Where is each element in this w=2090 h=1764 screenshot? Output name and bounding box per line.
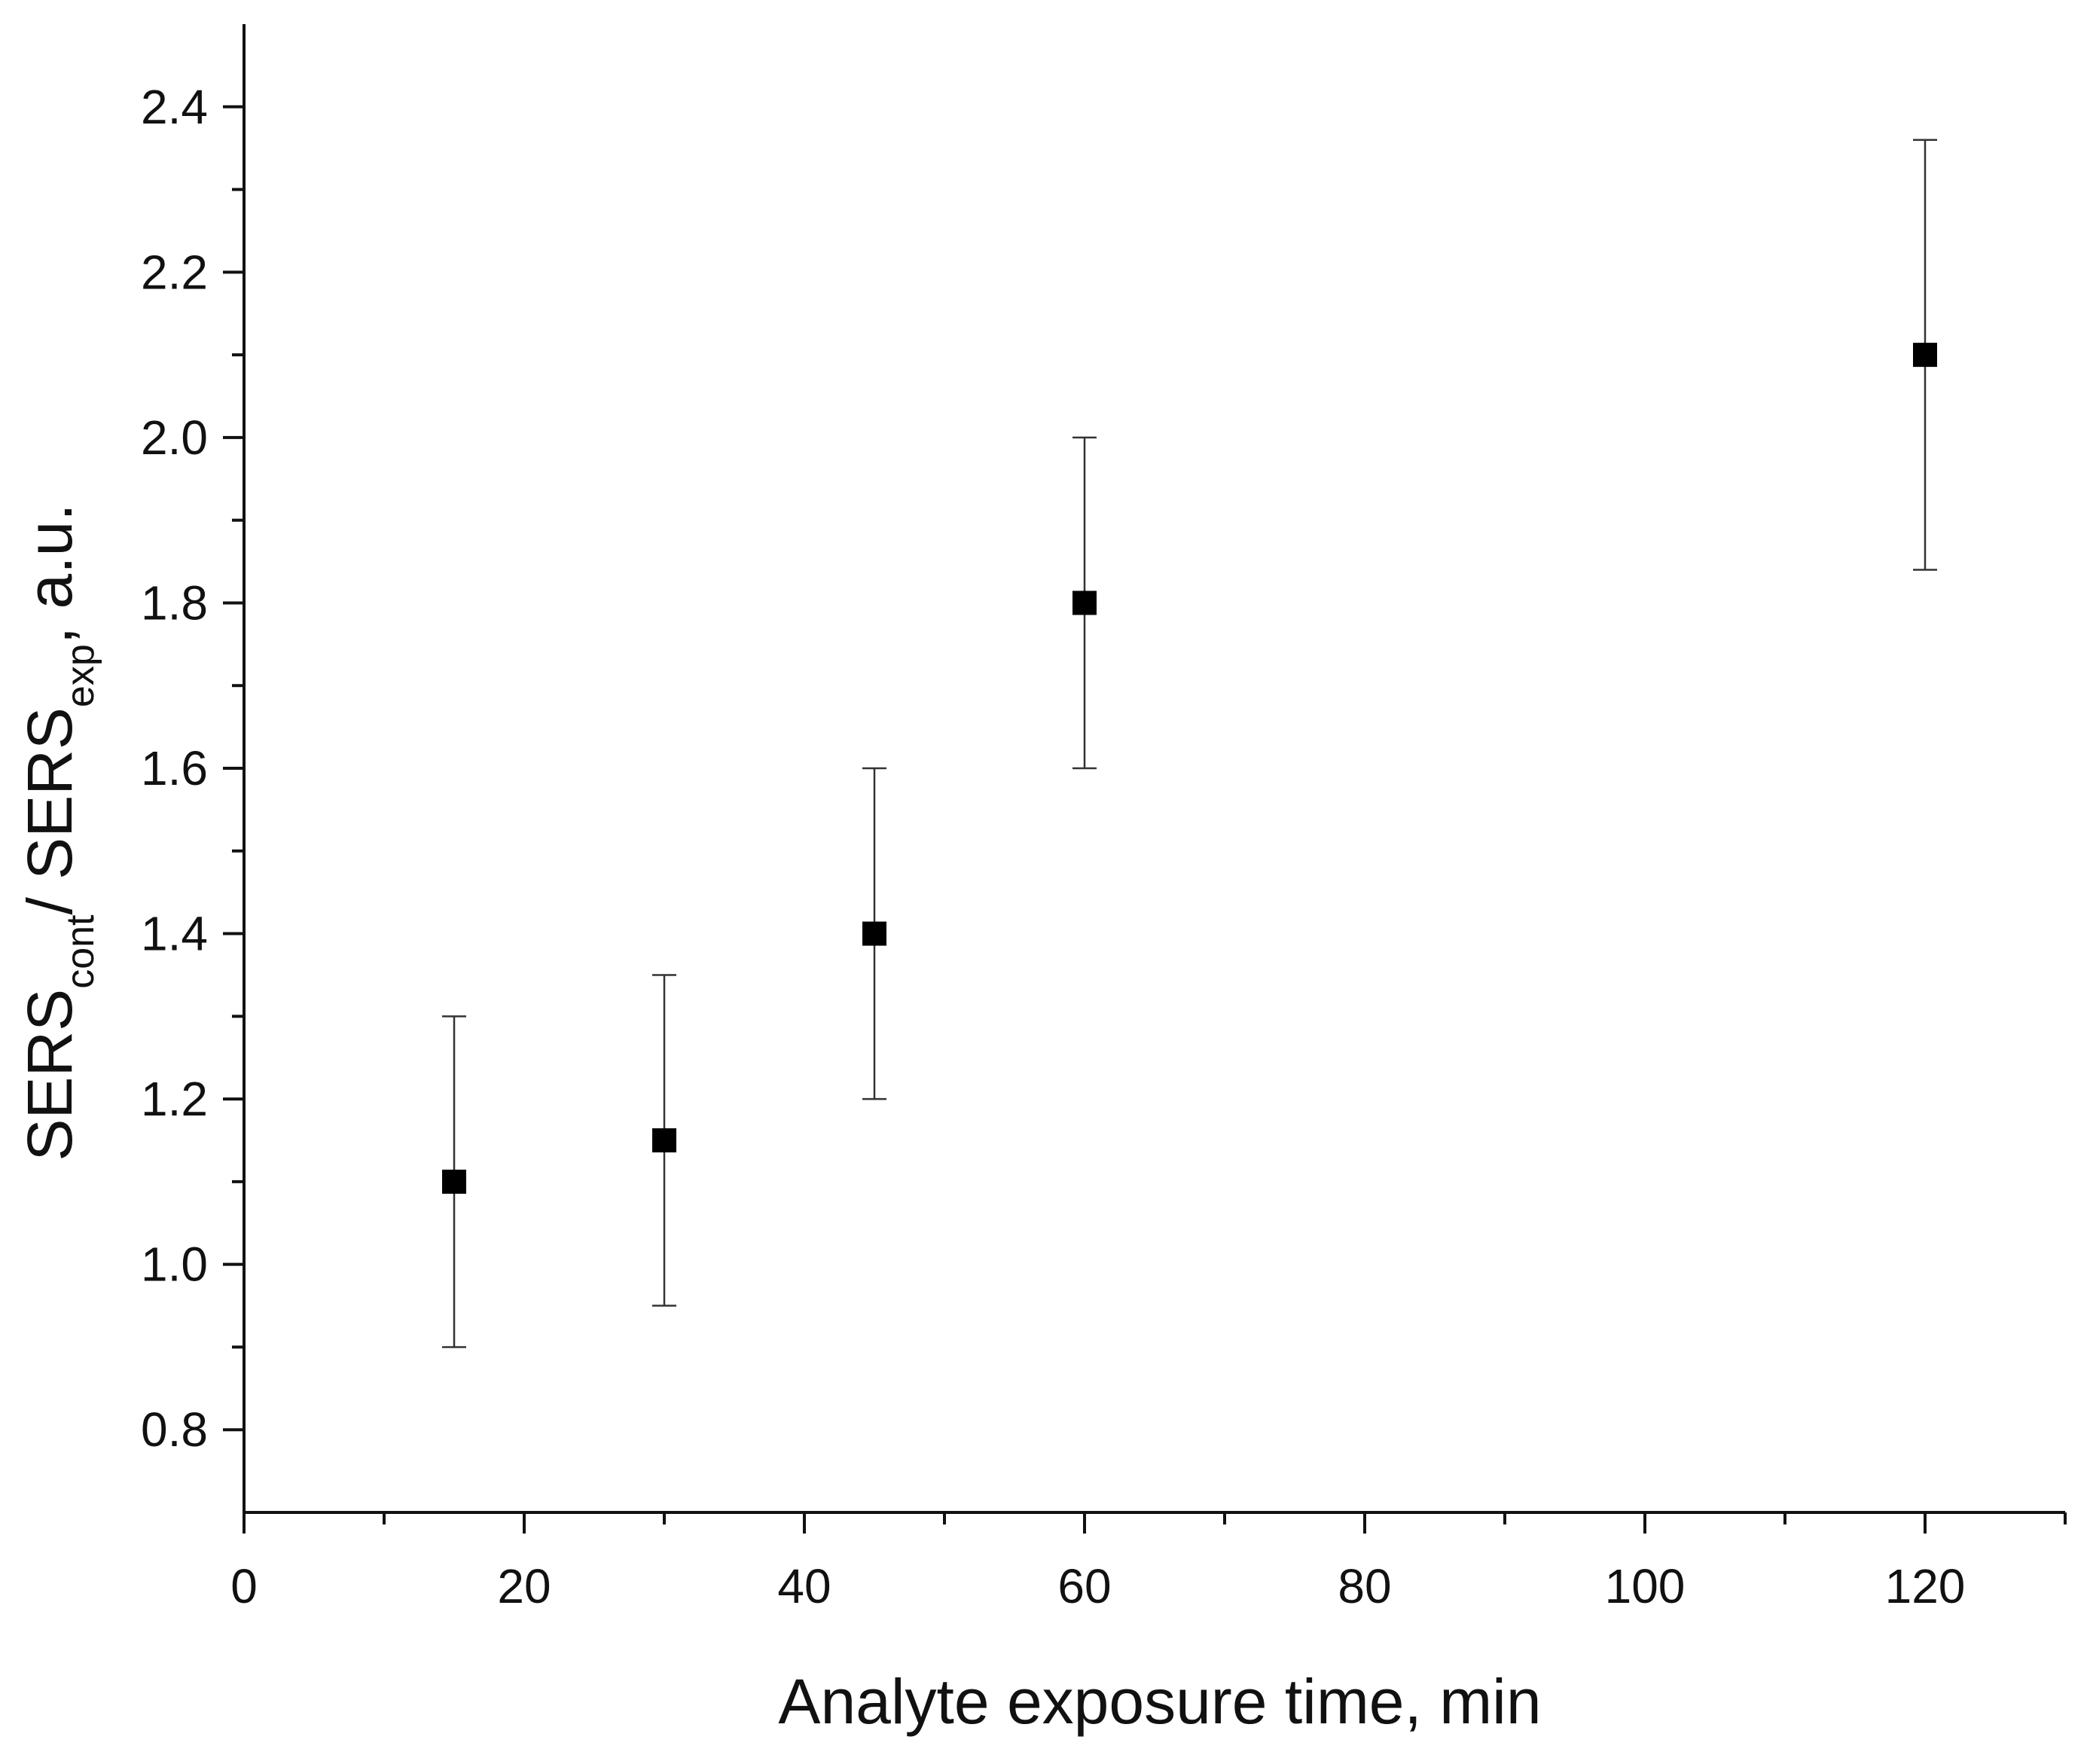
y-axis-title-subscript: exp: [59, 644, 102, 707]
y-axis-title-text: , a.u.: [14, 503, 85, 644]
y-axis-title-text: SERS: [14, 989, 85, 1161]
y-tick-label: 1.8: [141, 575, 208, 630]
data-points: [442, 343, 1937, 1194]
y-tick-label: 1.4: [141, 907, 208, 961]
y-tick-label: 1.2: [141, 1072, 208, 1126]
x-tick-label: 100: [1605, 1559, 1686, 1613]
x-tick-label: 60: [1057, 1559, 1111, 1613]
data-point-marker: [442, 1169, 466, 1194]
data-point-marker: [1913, 343, 1937, 368]
y-tick-label: 2.2: [141, 245, 208, 299]
data-point-marker: [652, 1128, 676, 1152]
tick-labels: 0 20 40 60 80 100 120 0.8 1.0 1.2 1.4 1.6 1.8 2.0 2.2 2…: [141, 80, 1965, 1613]
x-tick-label: 0: [230, 1559, 258, 1613]
y-tick-label: 1.6: [141, 741, 208, 795]
data-point-marker: [862, 921, 886, 946]
error-bars: [442, 139, 1937, 1348]
y-tick-label: 2.4: [141, 80, 208, 134]
axis-ticks: [223, 105, 2067, 1534]
data-point-marker: [1072, 591, 1097, 615]
x-tick-label: 80: [1338, 1559, 1391, 1613]
y-tick-label: 2.0: [141, 410, 208, 465]
x-axis-title: Analyte exposure time, min: [778, 1666, 1541, 1737]
y-axis-title: SERScont/ SERSexp, a.u.: [14, 503, 102, 1161]
y-tick-label: 0.8: [141, 1402, 208, 1457]
x-tick-label: 20: [497, 1559, 551, 1613]
y-axis-title-subscript: cont: [59, 914, 102, 989]
y-tick-label: 1.0: [141, 1238, 208, 1292]
x-tick-label: 40: [777, 1559, 831, 1613]
y-axis-title-text: / SERS: [14, 707, 85, 914]
axes: [243, 24, 2065, 1514]
x-tick-label: 120: [1885, 1559, 1966, 1613]
